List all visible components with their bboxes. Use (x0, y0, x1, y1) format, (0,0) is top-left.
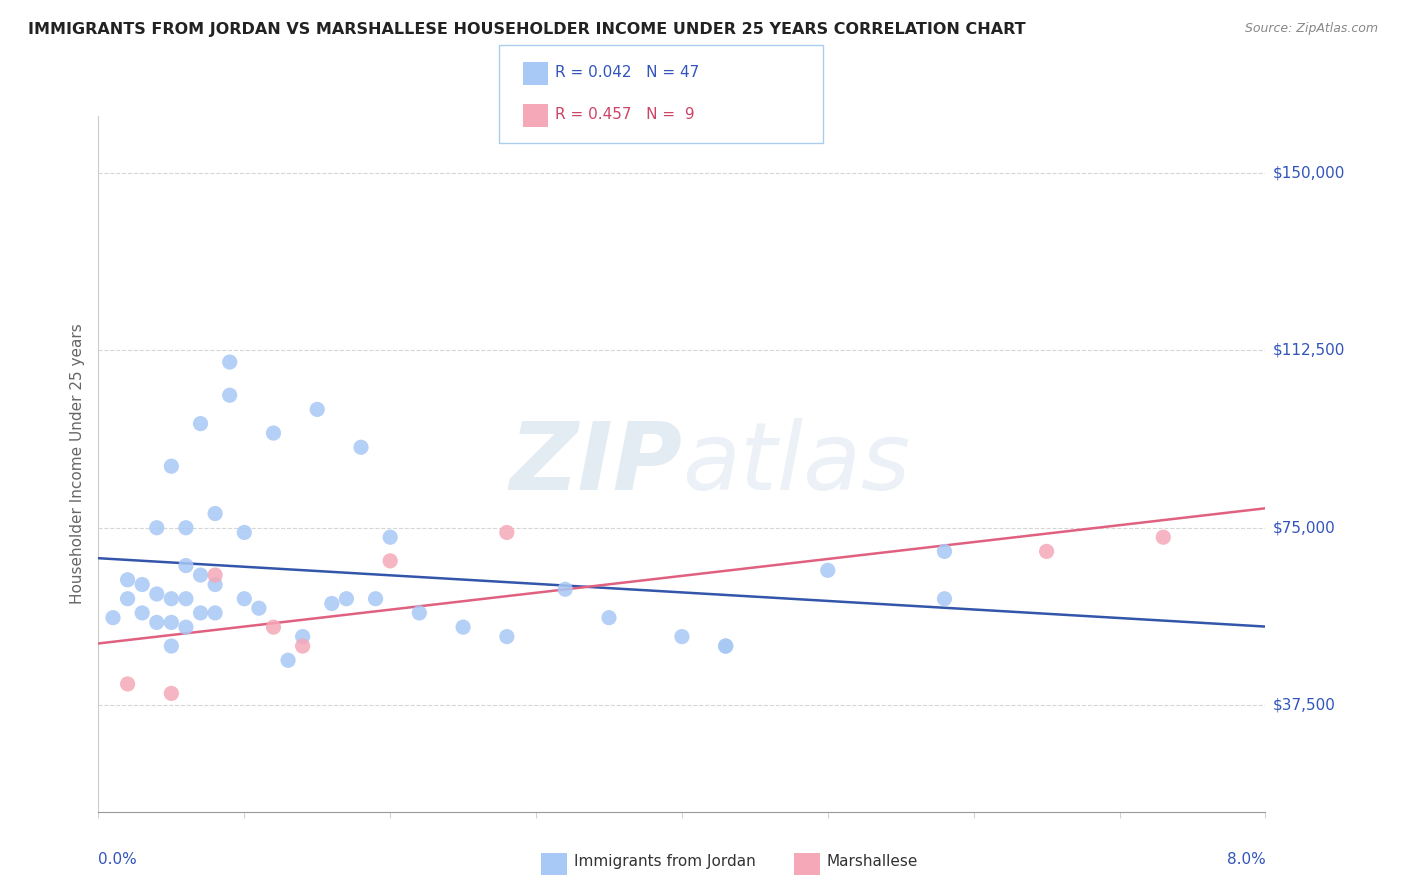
Point (146, 521, 169, 535)
Point (262, 620, 284, 634)
Point (218, 388, 240, 402)
Point (190, 417, 212, 431)
Point (817, 563, 839, 577)
Point (190, 606, 212, 620)
Point (451, 620, 474, 634)
Point (160, 615, 183, 630)
Point (934, 544, 956, 558)
Text: 8.0%: 8.0% (1226, 852, 1265, 867)
Point (378, 530, 402, 544)
Point (291, 630, 314, 644)
Text: atlas: atlas (682, 418, 910, 509)
Point (335, 591, 357, 606)
Point (174, 591, 197, 606)
Point (160, 686, 183, 700)
Text: ZIP: ZIP (509, 417, 682, 510)
Point (233, 525, 256, 540)
Text: $112,500: $112,500 (1272, 343, 1344, 358)
Point (350, 440, 373, 454)
Point (262, 426, 284, 441)
Point (233, 591, 256, 606)
Point (218, 355, 240, 369)
Point (554, 582, 576, 597)
Point (408, 606, 430, 620)
Text: $150,000: $150,000 (1272, 165, 1344, 180)
Point (1152, 530, 1174, 544)
Point (160, 591, 183, 606)
Text: R = 0.042   N = 47: R = 0.042 N = 47 (555, 65, 700, 79)
Point (714, 639, 737, 653)
Point (671, 630, 693, 644)
Point (291, 639, 314, 653)
Text: Source: ZipAtlas.com: Source: ZipAtlas.com (1244, 22, 1378, 36)
Point (1035, 544, 1057, 558)
Text: Marshallese: Marshallese (827, 855, 918, 869)
Point (146, 615, 169, 630)
Point (598, 610, 620, 624)
Text: 0.0%: 0.0% (98, 852, 138, 867)
Point (117, 591, 139, 606)
Point (174, 620, 197, 634)
Text: R = 0.457   N =  9: R = 0.457 N = 9 (555, 107, 695, 121)
Text: $75,000: $75,000 (1272, 520, 1336, 535)
Point (131, 577, 153, 591)
Point (714, 639, 737, 653)
Point (131, 606, 153, 620)
Point (146, 587, 169, 601)
Point (160, 639, 183, 653)
Point (101, 610, 124, 624)
Point (934, 591, 956, 606)
Point (496, 525, 519, 540)
Point (204, 606, 226, 620)
Y-axis label: Householder Income Under 25 years: Householder Income Under 25 years (70, 324, 86, 604)
Point (117, 573, 139, 587)
Text: IMMIGRANTS FROM JORDAN VS MARSHALLESE HOUSEHOLDER INCOME UNDER 25 YEARS CORRELAT: IMMIGRANTS FROM JORDAN VS MARSHALLESE HO… (28, 22, 1026, 37)
Point (174, 521, 197, 535)
Point (364, 591, 387, 606)
Point (117, 677, 139, 691)
Point (321, 597, 343, 611)
Point (174, 558, 197, 573)
Point (160, 459, 183, 474)
Text: Immigrants from Jordan: Immigrants from Jordan (574, 855, 755, 869)
Point (378, 554, 402, 568)
Point (277, 653, 299, 667)
Point (247, 601, 270, 615)
Point (190, 568, 212, 582)
Point (204, 507, 226, 521)
Point (496, 630, 519, 644)
Point (204, 568, 226, 582)
Point (204, 577, 226, 591)
Text: $37,500: $37,500 (1272, 698, 1336, 713)
Point (307, 402, 329, 417)
